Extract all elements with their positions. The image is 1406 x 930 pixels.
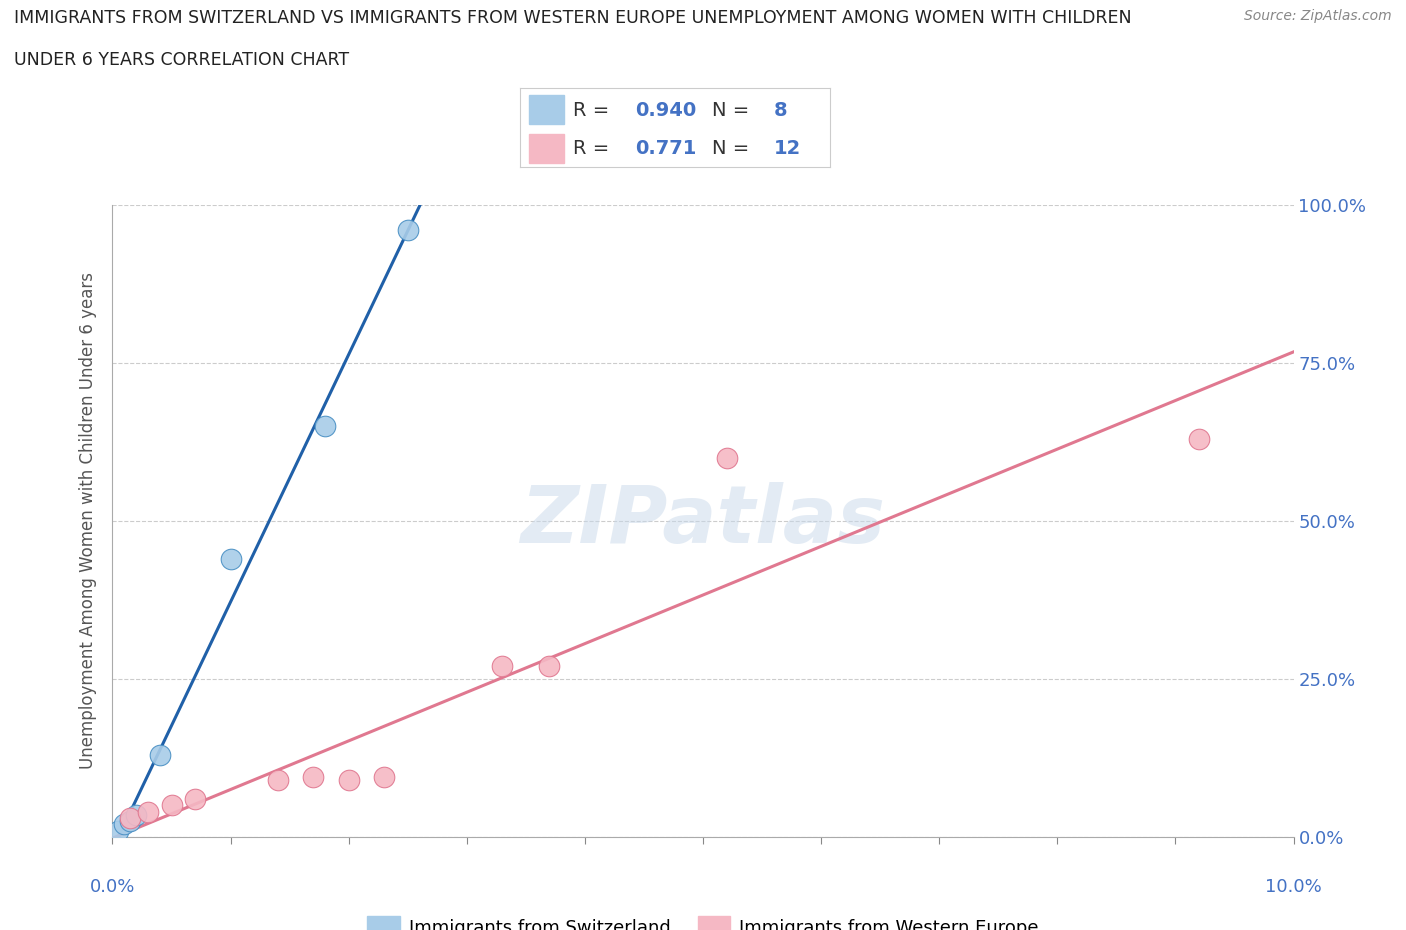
Point bbox=[538, 658, 561, 673]
Text: 8: 8 bbox=[773, 101, 787, 120]
Point bbox=[716, 450, 738, 465]
Text: 10.0%: 10.0% bbox=[1265, 878, 1322, 897]
Text: R =: R = bbox=[572, 139, 609, 158]
Point bbox=[314, 418, 336, 433]
Point bbox=[373, 769, 395, 784]
Text: ZIPatlas: ZIPatlas bbox=[520, 482, 886, 560]
Bar bbox=[530, 96, 564, 124]
Text: N =: N = bbox=[711, 139, 749, 158]
Text: Source: ZipAtlas.com: Source: ZipAtlas.com bbox=[1244, 9, 1392, 23]
Point bbox=[219, 551, 242, 566]
Text: 0.771: 0.771 bbox=[634, 139, 696, 158]
Point bbox=[491, 658, 513, 673]
Legend: Immigrants from Switzerland, Immigrants from Western Europe: Immigrants from Switzerland, Immigrants … bbox=[360, 910, 1046, 930]
Text: 0.940: 0.940 bbox=[634, 101, 696, 120]
Text: R =: R = bbox=[572, 101, 609, 120]
Point bbox=[184, 791, 207, 806]
Text: N =: N = bbox=[711, 101, 749, 120]
Point bbox=[120, 814, 142, 829]
Point bbox=[1188, 432, 1211, 446]
Point bbox=[302, 769, 325, 784]
Point bbox=[337, 773, 360, 788]
Point bbox=[267, 773, 290, 788]
Point bbox=[112, 817, 135, 831]
Text: UNDER 6 YEARS CORRELATION CHART: UNDER 6 YEARS CORRELATION CHART bbox=[14, 51, 349, 69]
Point bbox=[149, 748, 172, 763]
Point bbox=[120, 811, 142, 826]
Y-axis label: Unemployment Among Women with Children Under 6 years: Unemployment Among Women with Children U… bbox=[79, 272, 97, 769]
Point bbox=[396, 222, 419, 237]
Point bbox=[160, 798, 183, 813]
Text: IMMIGRANTS FROM SWITZERLAND VS IMMIGRANTS FROM WESTERN EUROPE UNEMPLOYMENT AMONG: IMMIGRANTS FROM SWITZERLAND VS IMMIGRANT… bbox=[14, 9, 1132, 27]
Point bbox=[125, 807, 148, 822]
Bar bbox=[530, 134, 564, 163]
Point bbox=[136, 804, 159, 819]
Text: 0.0%: 0.0% bbox=[90, 878, 135, 897]
Text: 12: 12 bbox=[773, 139, 801, 158]
Point bbox=[107, 823, 129, 838]
